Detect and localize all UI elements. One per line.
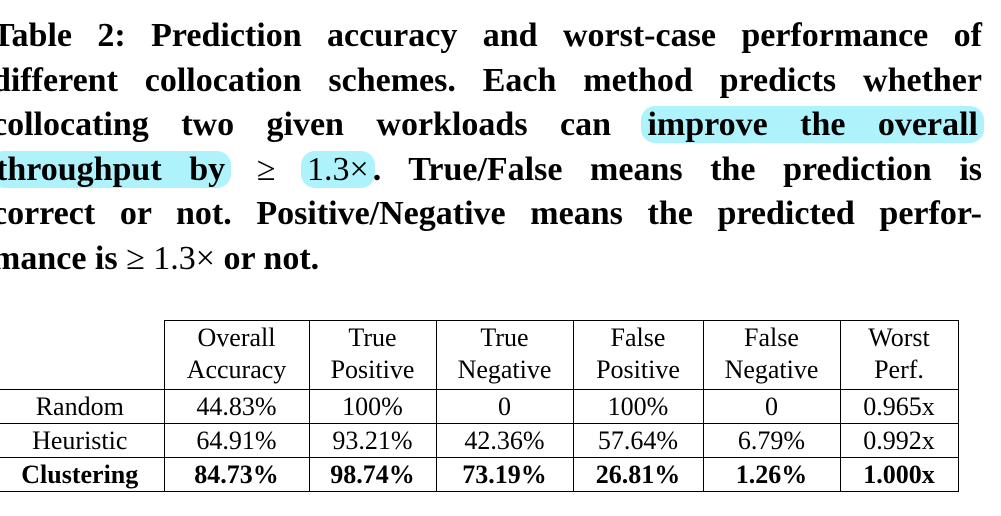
table-cell: 100% [572,389,704,424]
row-label: Clustering [0,457,165,492]
header-worst-perf: Worst Perf. [839,320,959,390]
table-row-clustering: Clustering 84.73% 98.74% 73.19% 26.81% 1… [0,457,959,492]
table-cell: 0.992x [839,423,959,458]
table-header-row: Overall Accuracy True Positive True Negativ… [0,320,959,390]
caption-text: collocating two given workloads can [0,106,644,143]
table-cell: 93.21% [308,423,437,458]
row-label: Heuristic [0,423,165,458]
table-cell: 0 [435,389,574,424]
caption-text: . True/False means the prediction is [372,150,982,188]
caption-line-2: different collocation schemes. Each meth… [0,61,982,99]
header-corner-cell [0,320,165,390]
caption-line-4: throughput by ≥ 1.3×. True/False means t… [0,148,982,193]
table-cell: 100% [308,389,437,424]
table-cell: 98.74% [308,457,437,492]
table-cell: 0.965x [839,389,959,424]
table-cell: 44.83% [163,389,310,424]
math-expression: ≥ 1.3× [126,239,215,277]
table-cell: 0 [702,389,841,424]
header-false-negative: False Negative [702,320,841,390]
table-cell: 84.73% [163,457,310,492]
caption-line-6: mance is ≥ 1.3× or not. [0,237,982,282]
header-true-positive: True Positive [308,320,437,390]
header-overall-accuracy: Overall Accuracy [163,320,310,390]
row-label: Random [0,389,165,424]
table-cell: 64.91% [163,423,310,458]
caption-text: mance is [0,239,127,277]
table-cell: 73.19% [435,457,574,492]
table-cell: 1.26% [702,457,841,492]
table-cell: 57.64% [572,423,704,458]
table-row-heuristic: Heuristic 64.91% 93.21% 42.36% 57.64% 6.… [0,423,959,458]
table-row-random: Random 44.83% 100% 0 100% 0 0.965x [0,389,959,424]
table-cell: 42.36% [435,423,574,458]
text-highlight[interactable]: throughput by [0,150,232,188]
table-cell: 1.000x [839,457,959,492]
text-highlight[interactable]: 1.3× [301,150,375,188]
header-false-positive: False Positive [572,320,704,390]
results-table: Overall Accuracy True Positive True Negativ… [0,320,959,492]
caption-line-5: correct or not. Positive/Negative means … [0,195,982,232]
table-caption: Table 2: Prediction accuracy and worst-c… [0,14,984,282]
table-cell: 6.79% [702,423,841,458]
caption-line-3: collocating two given workloads can impr… [0,103,984,148]
text-highlight[interactable]: improve the overall [641,106,984,143]
header-true-negative: True Negative [435,320,574,390]
math-symbol: ≥ [229,150,304,188]
caption-text: or not. [214,239,320,277]
table-cell: 26.81% [572,457,704,492]
caption-line-1: Table 2: Prediction accuracy and worst-c… [0,17,982,54]
